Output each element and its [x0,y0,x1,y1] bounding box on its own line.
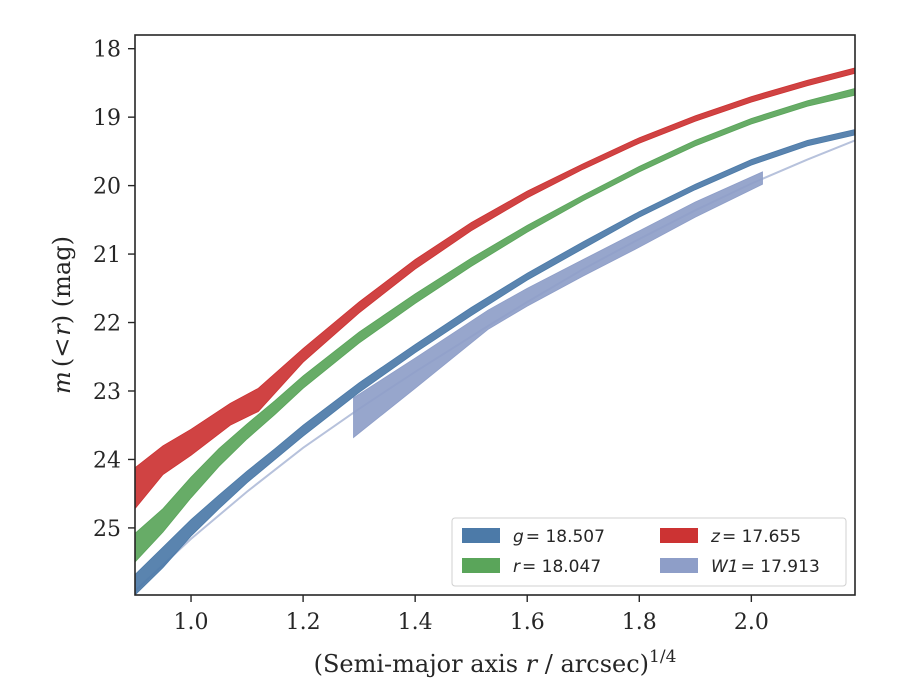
band-w1 [353,171,763,439]
legend-label-z: z = 17.655 [710,527,801,547]
legend-swatch-r [462,558,500,573]
legend-label-g: g = 18.507 [513,527,605,547]
legend-label-w1: W1 = 17.913 [711,557,820,577]
x-axis-label: (Semi-major axis r / arcsec)1/4 [314,647,677,678]
band-r [135,87,855,563]
band-z [135,67,855,510]
legend-label-r: r = 18.047 [513,557,601,577]
y-axis-label: m(<r) (mag) [48,236,76,394]
band-g [135,129,855,595]
legend-frame [451,517,847,587]
y-tick-label: 23 [93,380,121,405]
x-tick-label: 1.8 [622,610,657,635]
x-tick-label: 2.0 [734,610,769,635]
x-tick-label: 1.6 [510,610,545,635]
y-tick-label: 19 [93,106,121,131]
y-tick-label: 25 [93,517,121,542]
x-tick-label: 1.0 [174,610,209,635]
x-tick-label: 1.2 [286,610,321,635]
y-axis: 18 19 20 21 22 23 24 25 [93,38,135,542]
x-tick-label: 1.4 [398,610,433,635]
legend-swatch-g [462,528,500,543]
y-tick-label: 22 [93,312,121,337]
y-tick-label: 20 [93,175,121,200]
legend-swatch-w1 [660,558,698,573]
series-layer [135,67,855,595]
plot-frame [134,34,856,596]
y-tick-label: 21 [93,243,121,268]
legend: g = 18.507 r = 18.047 z = 17.655 W1 = 17.913 [451,517,847,587]
x-axis: 1.0 1.2 1.4 1.6 1.8 2.0 [174,595,769,635]
y-tick-label: 18 [93,38,121,63]
y-tick-label: 24 [93,448,121,473]
legend-swatch-z [660,528,698,543]
